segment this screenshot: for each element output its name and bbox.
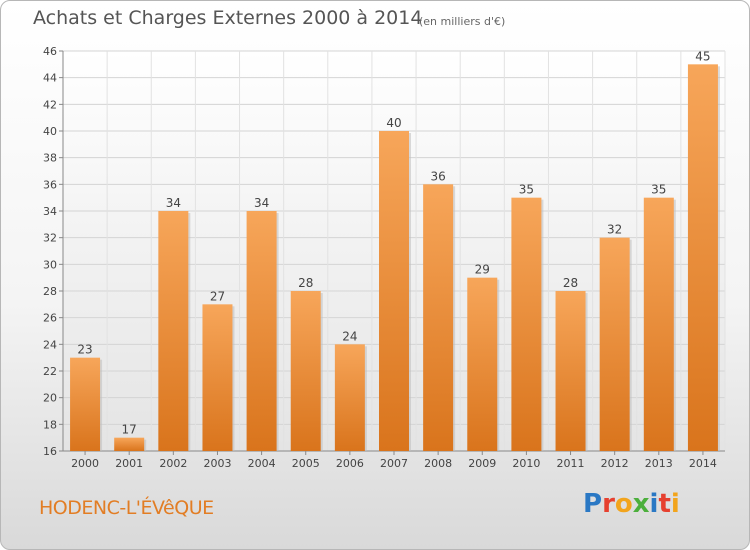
x-tick-label: 2002	[159, 457, 187, 470]
location-name: HODENC-L'ÉVêQUE	[39, 497, 214, 519]
data-label: 32	[607, 223, 622, 237]
data-label: 45	[695, 49, 710, 63]
logo-letter: r	[602, 489, 615, 519]
x-tick-label: 2006	[336, 457, 364, 470]
data-label: 28	[563, 276, 578, 290]
y-tick-label: 26	[43, 312, 57, 325]
logo-letter: x	[632, 489, 650, 519]
logo-letter: i	[649, 489, 659, 519]
data-label: 27	[210, 289, 225, 303]
x-tick-label: 2005	[292, 457, 320, 470]
bar-2001	[114, 437, 145, 451]
bar-2000	[70, 357, 101, 451]
data-label: 35	[519, 183, 534, 197]
data-label: 40	[386, 116, 401, 130]
bar-2011	[555, 291, 586, 451]
x-tick-label: 2007	[380, 457, 408, 470]
y-tick-label: 22	[43, 365, 57, 378]
bar-2004	[246, 211, 277, 451]
x-tick-label: 2000	[71, 457, 99, 470]
y-tick-label: 44	[43, 72, 57, 85]
logo-letter: t	[658, 489, 671, 519]
bar-2008	[423, 184, 454, 452]
chart-subtitle: (en milliers d'€)	[419, 15, 506, 28]
x-tick-label: 2008	[424, 457, 452, 470]
data-label: 34	[166, 196, 181, 210]
x-tick-label: 2010	[512, 457, 540, 470]
y-tick-label: 42	[43, 98, 57, 111]
data-label: 29	[475, 263, 490, 277]
logo-letter: o	[614, 489, 633, 519]
bar-2006	[334, 344, 365, 451]
y-tick-label: 20	[43, 392, 57, 405]
x-tick-label: 2003	[203, 457, 231, 470]
x-tick-label: 2012	[601, 457, 629, 470]
x-tick-label: 2001	[115, 457, 143, 470]
y-tick-label: 38	[43, 152, 57, 165]
y-tick-label: 16	[43, 445, 57, 458]
data-label: 36	[430, 169, 445, 183]
x-tick-label: 2004	[248, 457, 276, 470]
x-tick-label: 2013	[645, 457, 673, 470]
y-tick-label: 34	[43, 205, 57, 218]
y-tick-label: 32	[43, 232, 57, 245]
data-label: 24	[342, 329, 357, 343]
logo-letter: i	[670, 489, 680, 519]
x-tick-label: 2014	[689, 457, 717, 470]
data-label: 23	[77, 343, 92, 357]
bar-2005	[290, 291, 321, 451]
y-tick-label: 18	[43, 418, 57, 431]
y-tick-label: 46	[43, 45, 57, 58]
y-tick-label: 28	[43, 285, 57, 298]
y-tick-label: 36	[43, 178, 57, 191]
data-label: 28	[298, 276, 313, 290]
y-tick-label: 24	[43, 338, 57, 351]
data-label: 35	[651, 183, 666, 197]
bar-2014	[687, 64, 718, 452]
bar-2010	[511, 197, 542, 451]
bar-2012	[599, 237, 630, 451]
bar-2013	[643, 197, 674, 451]
data-label: 34	[254, 196, 269, 210]
proxiti-logo: Proxiti	[583, 489, 680, 519]
y-tick-label: 30	[43, 258, 57, 271]
bar-2009	[467, 277, 498, 451]
bar-2003	[202, 304, 233, 451]
chart-title: Achats et Charges Externes 2000 à 2014	[33, 7, 423, 29]
y-tick-label: 40	[43, 125, 57, 138]
bar-2007	[379, 131, 409, 451]
logo-letter: P	[583, 489, 603, 519]
x-tick-label: 2011	[557, 457, 585, 470]
bar-2002	[158, 211, 189, 451]
x-tick-label: 2009	[468, 457, 496, 470]
data-label: 17	[122, 423, 137, 437]
